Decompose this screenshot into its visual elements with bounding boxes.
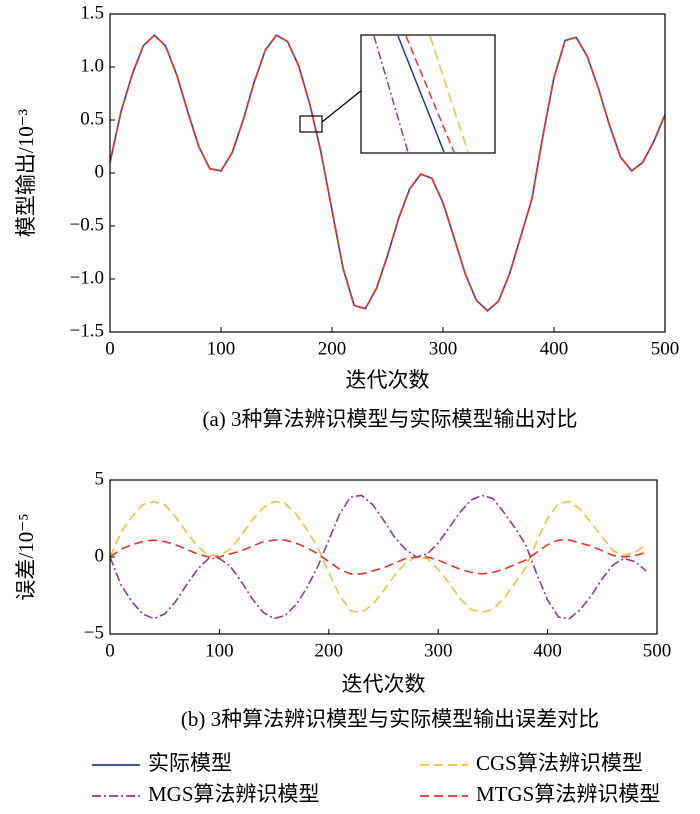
zoom-connector (321, 89, 363, 123)
x-tick-label: 300 (424, 640, 453, 661)
series-line (109, 494, 647, 620)
y-tick-label: 5 (95, 468, 105, 489)
x-tick-label: 300 (429, 338, 458, 359)
x-tick-label: 0 (105, 640, 115, 661)
plot-frame (109, 479, 658, 635)
zoom-line (405, 35, 455, 153)
zoom-inset (299, 34, 496, 154)
x-tick-label: 200 (315, 640, 344, 661)
legend-label: CGS算法辨识模型 (476, 751, 643, 775)
x-tick-label: 0 (105, 338, 115, 359)
zoom-line (429, 35, 469, 153)
legend-label: MGS算法辨识模型 (148, 782, 320, 806)
x-tick-label: 500 (643, 640, 672, 661)
y-tick-label: 0.5 (80, 108, 104, 129)
legend-label: MTGS算法辨识模型 (476, 782, 660, 806)
zoom-region (299, 115, 323, 133)
x-tick-label: 500 (651, 338, 680, 359)
legend-label: 实际模型 (148, 751, 232, 775)
y-tick-label: 0 (95, 545, 105, 566)
y-tick-label: 0 (95, 161, 105, 182)
plot-frame (109, 13, 666, 333)
y-axis-label: 模型输出/10⁻³ (14, 109, 38, 237)
x-axis-label: 迭代次数 (342, 672, 426, 696)
y-tick-label: 1.5 (80, 2, 104, 23)
x-tick-label: 400 (533, 640, 562, 661)
zoom-line (373, 35, 409, 153)
x-tick-label: 400 (540, 338, 569, 359)
y-tick-label: −0.5 (70, 214, 104, 235)
series-line (109, 500, 647, 614)
x-tick-label: 200 (318, 338, 347, 359)
zoom-box (360, 34, 496, 154)
caption: (b) 3种算法辨识模型与实际模型输出误差对比 (181, 707, 599, 731)
x-axis-label: 迭代次数 (346, 368, 430, 392)
y-axis-label: 误差/10⁻⁵ (14, 513, 38, 600)
y-tick-label: −1.5 (70, 320, 104, 341)
x-tick-label: 100 (207, 338, 236, 359)
x-tick-label: 100 (205, 640, 234, 661)
y-tick-label: −5 (84, 622, 104, 643)
series-line (109, 34, 666, 312)
y-tick-label: −1.0 (70, 267, 104, 288)
series-line (109, 539, 647, 575)
caption: (a) 3种算法辨识模型与实际模型输出对比 (202, 407, 577, 431)
y-tick-label: 1.0 (80, 55, 104, 76)
zoom-line (397, 35, 445, 153)
